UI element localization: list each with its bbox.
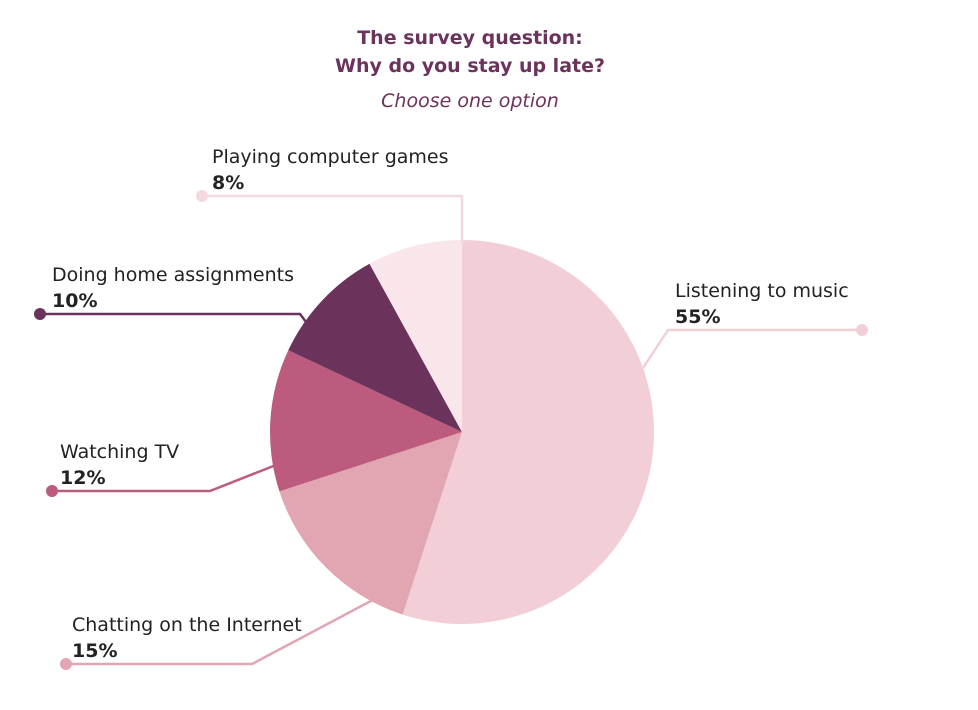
label-tv: Watching TV 12%	[60, 439, 179, 491]
leader-dot-games	[196, 190, 208, 202]
label-games: Playing computer games 8%	[212, 144, 449, 196]
pie-slice-tv	[269, 350, 462, 492]
leader-line-chatting	[66, 592, 385, 666]
pie-slice-games	[369, 240, 462, 432]
slice-label: Listening to music	[675, 280, 849, 302]
slice-percent: 12%	[60, 467, 106, 489]
pie-slice-music	[402, 240, 654, 624]
slice-label: Playing computer games	[212, 146, 449, 168]
chart-subtitle: Choose one option	[381, 90, 559, 112]
slice-percent: 55%	[675, 306, 721, 328]
leader-dot-music	[856, 324, 868, 336]
leader-line-games	[202, 194, 464, 245]
slice-label: Chatting on the Internet	[72, 614, 302, 636]
leader-line-home	[40, 312, 313, 331]
title-line-2: Why do you stay up late?	[334, 55, 606, 77]
chart-title: The survey question: Why do you stay up …	[0, 24, 940, 80]
slice-percent: 8%	[212, 172, 245, 194]
leader-line-tv	[52, 463, 277, 493]
leader-line-music	[641, 328, 862, 369]
leader-dot-home	[34, 308, 46, 320]
label-music: Listening to music 55%	[675, 278, 849, 330]
leader-dot-chatting	[60, 658, 72, 670]
leader-dot-tv	[46, 485, 58, 497]
slice-percent: 10%	[52, 290, 98, 312]
slice-label: Doing home assignments	[52, 264, 294, 286]
pie-slice-chatting	[279, 432, 462, 615]
label-chatting: Chatting on the Internet 15%	[72, 612, 302, 664]
title-line-1: The survey question:	[357, 27, 583, 49]
pie-slice-home	[288, 263, 462, 432]
slice-label: Watching TV	[60, 441, 180, 463]
label-home: Doing home assignments 10%	[52, 262, 294, 314]
slice-percent: 15%	[72, 640, 118, 662]
